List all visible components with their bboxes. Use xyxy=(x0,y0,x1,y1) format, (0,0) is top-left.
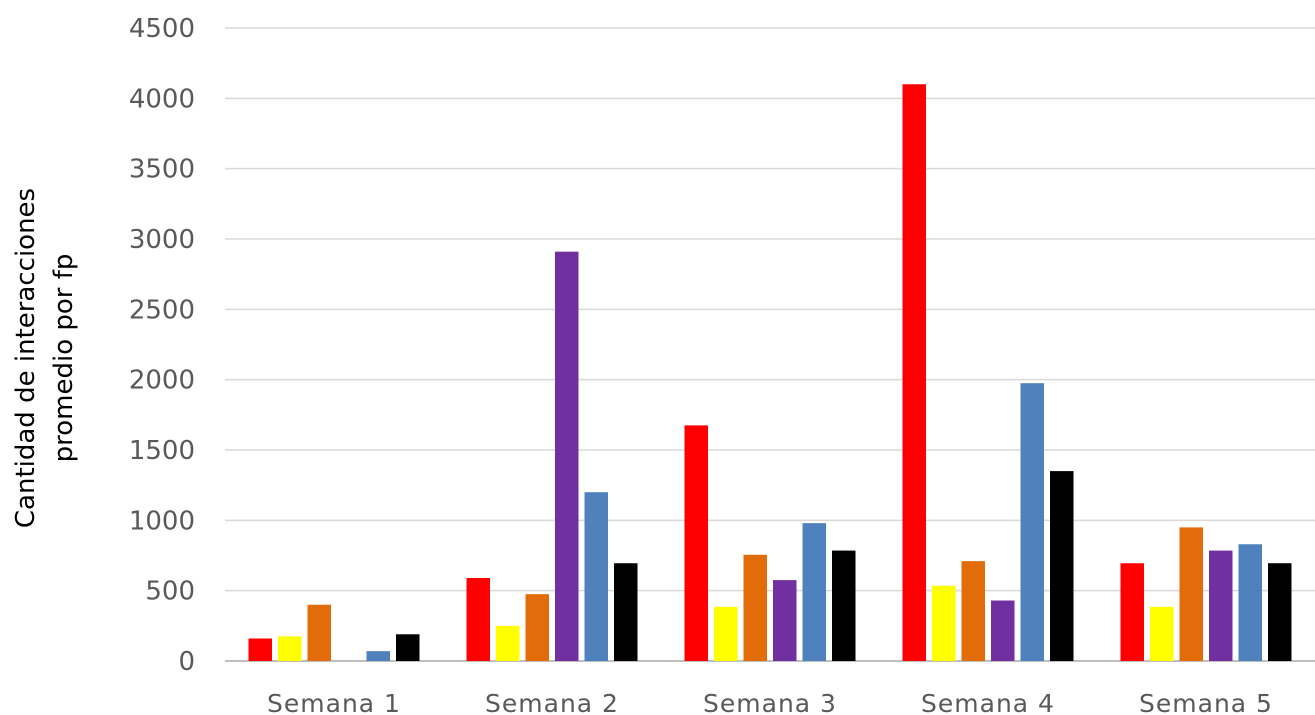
bar xyxy=(802,523,826,661)
bar xyxy=(743,554,767,661)
bar xyxy=(1150,606,1174,661)
x-tick-label: Semana 1 xyxy=(267,689,401,715)
bar xyxy=(991,600,1015,661)
bar xyxy=(584,492,608,661)
bar xyxy=(466,578,490,661)
bar xyxy=(902,84,926,662)
bar xyxy=(684,425,708,661)
bar xyxy=(773,580,797,661)
y-tick-label: 3000 xyxy=(129,225,195,255)
bar xyxy=(714,606,738,661)
bar xyxy=(932,585,956,661)
y-tick-label: 1500 xyxy=(129,436,195,466)
y-tick-label: 500 xyxy=(145,577,195,607)
bar xyxy=(278,636,302,661)
bar xyxy=(366,651,390,661)
bar xyxy=(248,638,272,661)
y-tick-label: 4000 xyxy=(129,84,195,114)
bar xyxy=(396,634,420,661)
bar xyxy=(555,251,579,661)
bar xyxy=(1050,471,1074,661)
bar xyxy=(525,594,549,661)
bar xyxy=(1268,563,1292,661)
bar xyxy=(307,604,331,661)
x-tick-label: Semana 5 xyxy=(1139,689,1273,715)
bar xyxy=(1179,527,1203,661)
x-tick-label: Semana 2 xyxy=(485,689,619,715)
x-tick-label: Semana 3 xyxy=(703,689,837,715)
y-tick-label: 2000 xyxy=(129,366,195,396)
y-tick-label: 4500 xyxy=(129,14,195,44)
bar xyxy=(496,625,520,661)
x-tick-label: Semana 4 xyxy=(921,689,1055,715)
y-tick-label: 2500 xyxy=(129,295,195,325)
bar xyxy=(1020,383,1044,661)
y-tick-label: 3500 xyxy=(129,155,195,185)
bar xyxy=(1238,544,1262,661)
bar xyxy=(832,550,856,661)
bar xyxy=(961,561,985,661)
y-tick-label: 1000 xyxy=(129,506,195,536)
bar xyxy=(1209,550,1233,661)
bar xyxy=(614,563,638,661)
bar xyxy=(1120,563,1144,661)
y-tick-label: 0 xyxy=(178,647,195,677)
